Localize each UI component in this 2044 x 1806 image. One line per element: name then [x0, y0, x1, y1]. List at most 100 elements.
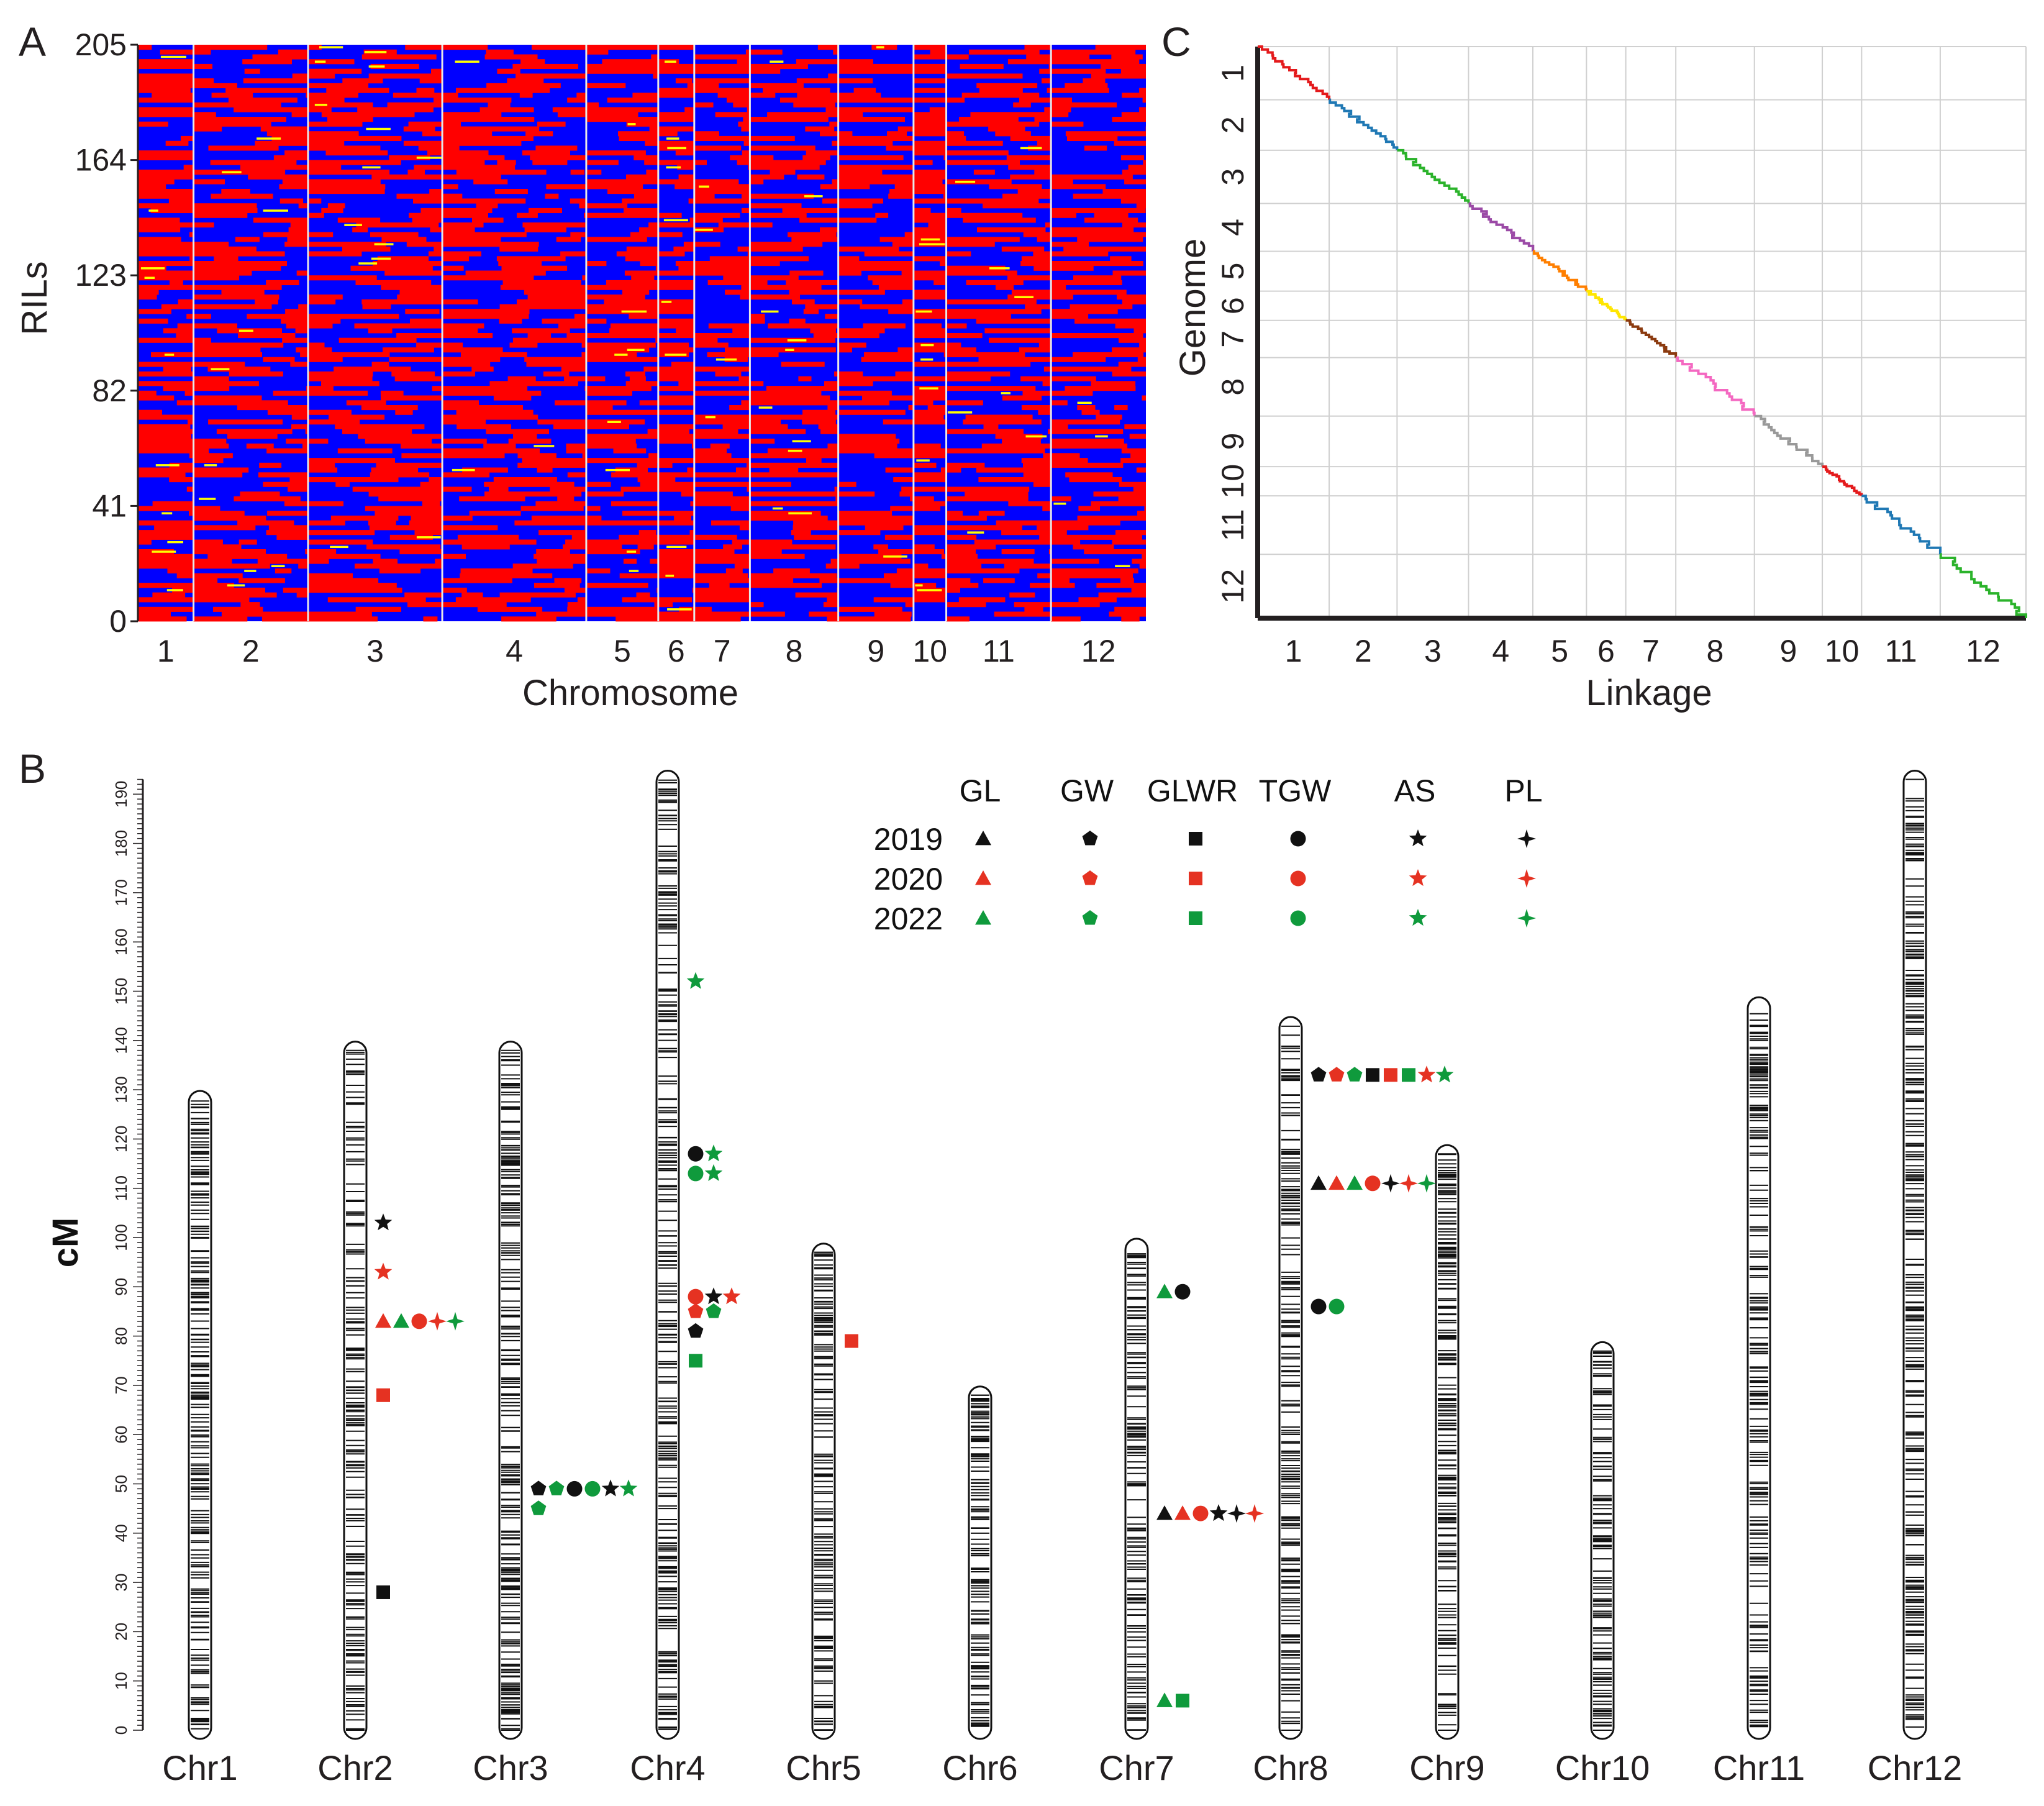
genotype-block-a [418, 145, 443, 151]
genotype-block-a [442, 453, 505, 458]
genotype-block-a [750, 49, 783, 55]
heterozygous-block [804, 195, 823, 198]
genotype-block-a [615, 616, 658, 622]
genotype-block-a [838, 112, 863, 117]
genotype-block-a [750, 83, 804, 89]
genotype-block-a [1051, 232, 1146, 237]
genotype-block-a [565, 539, 586, 545]
genotype-block-a [586, 400, 627, 406]
genotype-block-a [838, 563, 860, 569]
genotype-block-a [838, 342, 866, 348]
genotype-block-a [1051, 573, 1133, 578]
genotype-block-a [581, 342, 586, 348]
genotype-block-a [560, 251, 586, 257]
genotype-block-a [913, 270, 947, 276]
genotype-block-a [1051, 174, 1133, 180]
genotype-block-a [729, 405, 750, 411]
genotype-block-a [989, 184, 1042, 189]
heterozygous-block [883, 555, 907, 558]
heterozygous-block [371, 257, 391, 260]
genotype-block-a [389, 357, 443, 362]
genotype-block-a [1034, 170, 1052, 175]
genotype-block-a [308, 347, 332, 353]
genotype-block-a [888, 193, 914, 199]
genotype-block-a [884, 573, 914, 578]
genotype-block-a [655, 337, 658, 343]
genotype-block-a [193, 49, 211, 55]
genotype-block-a [1051, 602, 1100, 608]
genotype-block-a [769, 467, 799, 473]
genotype-block-a [563, 544, 586, 550]
genotype-block-a [138, 45, 152, 50]
genotype-block-a [423, 616, 438, 622]
genotype-block-a [913, 294, 947, 300]
genotype-block-a [750, 549, 782, 555]
genotype-block-a [442, 135, 534, 142]
genotype-block-a [946, 333, 983, 339]
genotype-block-a [291, 414, 308, 420]
genotype-block-a [694, 160, 707, 165]
genotype-block-a [658, 534, 694, 540]
collinearity-segment [1258, 45, 1331, 100]
genotype-block-a [138, 597, 194, 603]
qtl-tgw-2020-marker [411, 1313, 427, 1329]
genotype-block-a [308, 573, 353, 578]
genotype-block-a [442, 45, 488, 50]
heatmap-y-tick-label: 0 [109, 604, 127, 639]
genotype-block-a [694, 261, 750, 267]
collinearity-y-tick-label: 3 [1215, 168, 1250, 186]
genotype-block-a [658, 280, 694, 286]
genotype-block-a [557, 112, 586, 117]
genotype-block-a [1120, 458, 1146, 463]
genotype-block-a [750, 429, 806, 434]
genotype-block-a [694, 381, 750, 386]
genotype-block-a [884, 534, 914, 540]
genotype-block-a [1098, 592, 1146, 598]
genotype-block-a [507, 376, 536, 381]
genotype-block-a [489, 486, 509, 492]
genotype-block-a [913, 170, 947, 175]
collinearity-x-tick-label: 6 [1597, 634, 1615, 668]
genotype-block-a [892, 242, 914, 247]
genotype-block-a [853, 88, 876, 93]
genotype-block-a [368, 328, 393, 334]
genotype-block-a [943, 155, 947, 161]
genotype-block-a [817, 45, 838, 50]
genotype-block-a [741, 285, 750, 290]
genotype-block-a [798, 376, 812, 381]
genotype-block-a [188, 419, 194, 425]
genotype-block-a [750, 165, 820, 170]
genotype-block-a [1051, 333, 1143, 339]
genotype-block-a [429, 477, 443, 483]
genotype-block-a [1133, 328, 1146, 334]
genotype-block-a [278, 49, 308, 55]
genotype-block-a [1119, 337, 1146, 343]
genotype-block-a [694, 242, 720, 247]
genotype-block-a [138, 337, 194, 343]
legend-trait-label: GL [960, 773, 1001, 808]
genotype-block-a [1142, 395, 1146, 401]
genotype-block-a [138, 371, 194, 377]
genotype-block-a [1051, 54, 1090, 60]
genotype-block-a [247, 314, 308, 319]
genotype-block-a [375, 511, 443, 516]
qtl-as-2022-marker [704, 1144, 723, 1162]
genotype-block-a [930, 49, 947, 55]
genotype-block-a [896, 568, 914, 574]
genotype-block-a [747, 462, 750, 468]
genotype-block-a [308, 98, 345, 103]
genotype-block-a [557, 496, 575, 502]
genotype-block-a [625, 256, 658, 262]
genotype-block-a [1038, 409, 1052, 415]
heterozygous-block [152, 550, 176, 553]
genotype-block-a [1065, 386, 1136, 391]
genotype-block-a [558, 323, 586, 329]
qtl-as-2020-marker [374, 1262, 393, 1280]
genotype-block-a [694, 68, 750, 74]
genotype-block-a [709, 256, 750, 262]
genotype-block-a [913, 88, 947, 93]
genotype-block-a [780, 98, 838, 103]
genotype-block-a [803, 309, 819, 314]
genotype-block-a [750, 280, 768, 286]
chromosome-6: Chr6 [942, 1385, 1018, 1787]
